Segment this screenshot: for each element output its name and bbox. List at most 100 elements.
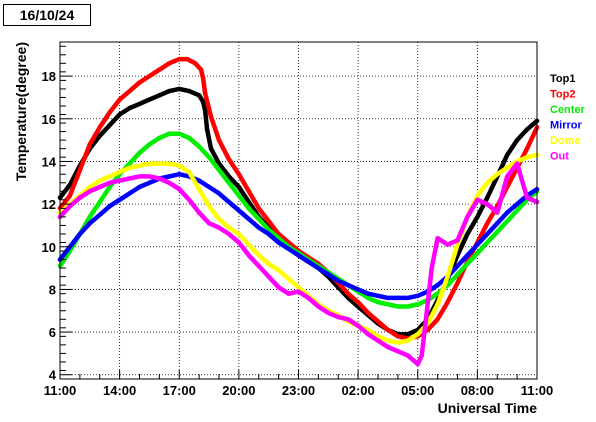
data-point — [157, 67, 162, 72]
data-point — [286, 276, 291, 281]
data-point — [187, 169, 192, 175]
data-point — [395, 304, 401, 309]
data-point — [326, 310, 331, 316]
data-point — [87, 189, 93, 194]
data-point — [137, 101, 142, 107]
data-point — [485, 221, 490, 226]
data-point — [236, 208, 242, 213]
data-point — [177, 56, 182, 62]
data-point — [147, 97, 152, 102]
data-point — [429, 265, 434, 271]
data-point — [365, 332, 371, 337]
data-point — [505, 210, 510, 215]
data-point — [117, 97, 122, 102]
data-point — [296, 289, 301, 294]
data-point — [524, 127, 530, 132]
data-point — [415, 293, 420, 298]
data-point — [455, 263, 460, 269]
data-point — [67, 204, 73, 209]
data-point — [137, 174, 142, 179]
x-tick-label: 20:00 — [222, 383, 255, 398]
data-point — [87, 214, 93, 220]
data-point — [465, 214, 470, 220]
data-point — [415, 361, 420, 367]
data-point — [485, 240, 490, 245]
data-point — [405, 304, 410, 309]
data-point — [385, 327, 391, 333]
data-point — [465, 261, 470, 266]
x-tick-label: 23:00 — [282, 383, 315, 398]
data-point — [208, 146, 214, 151]
data-point — [77, 167, 83, 173]
data-point — [385, 338, 391, 343]
data-point — [296, 253, 301, 258]
data-point — [286, 291, 291, 296]
data-point — [127, 161, 132, 166]
data-point — [167, 131, 172, 136]
data-point — [514, 137, 520, 143]
legend-entry-top2: Top2 — [550, 89, 575, 101]
data-point — [202, 91, 208, 96]
data-point — [127, 88, 132, 94]
data-point — [346, 291, 351, 296]
data-point — [177, 86, 182, 92]
data-point — [127, 191, 132, 196]
data-point — [127, 165, 132, 170]
x-tick-label: 05:00 — [401, 383, 434, 398]
data-point — [495, 229, 500, 234]
data-point — [266, 219, 271, 224]
x-tick-label: 02:00 — [342, 383, 375, 398]
data-point — [196, 187, 202, 192]
data-point — [475, 251, 480, 256]
x-tick-label: 17:00 — [163, 383, 196, 398]
data-point — [226, 157, 232, 162]
data-point — [208, 114, 214, 119]
data-point — [415, 302, 420, 307]
data-point — [465, 231, 470, 237]
x-tick-label: 11:00 — [44, 383, 77, 398]
data-point — [196, 144, 202, 149]
data-point — [167, 161, 172, 166]
y-tick-label: 18 — [42, 69, 56, 84]
data-point — [336, 278, 341, 284]
data-point — [177, 187, 182, 192]
data-point — [198, 67, 204, 72]
data-point — [375, 319, 381, 324]
legend-entry-mirror: Mirror — [550, 120, 583, 132]
data-point — [226, 180, 232, 185]
data-point — [256, 263, 261, 269]
data-point — [485, 231, 490, 237]
data-point — [505, 165, 510, 170]
data-point — [375, 338, 381, 343]
data-point — [236, 193, 242, 198]
data-point — [196, 178, 202, 183]
data-point — [266, 261, 271, 266]
data-point — [365, 291, 371, 296]
data-point — [117, 197, 122, 202]
data-point — [524, 195, 530, 200]
data-point — [97, 178, 103, 183]
data-point — [445, 274, 450, 279]
data-point — [505, 152, 510, 158]
data-point — [276, 240, 281, 245]
y-tick-label: 8 — [49, 282, 56, 297]
data-point — [226, 231, 232, 237]
data-point — [216, 161, 222, 166]
data-point — [495, 172, 500, 177]
data-point — [196, 210, 202, 215]
data-point — [355, 287, 361, 292]
data-point — [167, 174, 172, 179]
data-point — [256, 225, 261, 230]
data-point — [67, 193, 73, 198]
data-point — [226, 225, 232, 230]
data-point — [97, 125, 103, 130]
data-point — [419, 353, 424, 358]
data-point — [266, 231, 271, 237]
series-layer — [57, 56, 540, 367]
data-point — [355, 323, 361, 328]
data-point — [256, 216, 261, 222]
y-tick-label: 10 — [42, 240, 56, 255]
data-point — [306, 259, 311, 264]
axes: 11:00 14:00 17:00 20:00 23:00 02:00 05:00 08:00… — [42, 45, 553, 398]
